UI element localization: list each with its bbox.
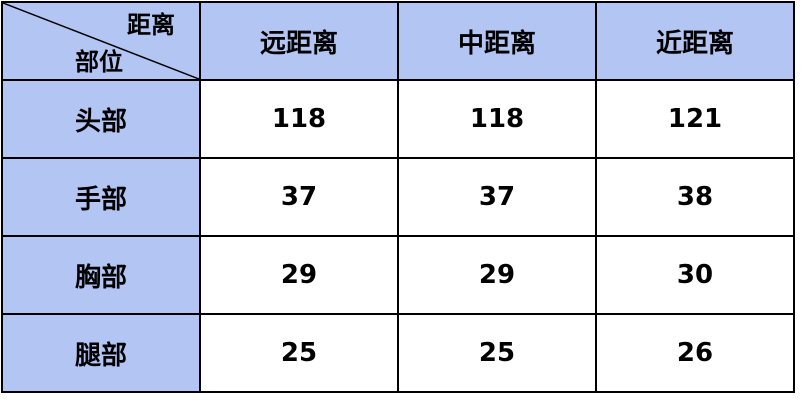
table-cell: 121 — [595, 79, 795, 159]
table-cell: 25 — [397, 313, 597, 393]
data-table: 距离 部位 远距离 中距离 近距离 头部 118 118 121 手部 37 3… — [1, 1, 795, 393]
header-row: 距离 部位 远距离 中距离 近距离 — [1, 1, 795, 81]
corner-cell: 距离 部位 — [1, 1, 201, 81]
column-header: 远距离 — [199, 1, 399, 81]
column-header: 近距离 — [595, 1, 795, 81]
table-cell: 37 — [397, 157, 597, 237]
row-header: 腿部 — [1, 313, 201, 393]
table-row: 手部 37 37 38 — [1, 157, 795, 237]
table-cell: 118 — [397, 79, 597, 159]
table-cell: 29 — [397, 235, 597, 315]
table-cell: 37 — [199, 157, 399, 237]
table-row: 胸部 29 29 30 — [1, 235, 795, 315]
row-header: 胸部 — [1, 235, 201, 315]
table-cell: 25 — [199, 313, 399, 393]
corner-col-label: 距离 — [127, 11, 175, 39]
row-header: 手部 — [1, 157, 201, 237]
table-cell: 26 — [595, 313, 795, 393]
table-cell: 118 — [199, 79, 399, 159]
table-cell: 29 — [199, 235, 399, 315]
table-row: 头部 118 118 121 — [1, 79, 795, 159]
corner-row-label: 部位 — [75, 48, 123, 76]
table-row: 腿部 25 25 26 — [1, 313, 795, 393]
row-header: 头部 — [1, 79, 201, 159]
table-cell: 30 — [595, 235, 795, 315]
diagonal-line — [3, 3, 199, 79]
column-header: 中距离 — [397, 1, 597, 81]
table-cell: 38 — [595, 157, 795, 237]
